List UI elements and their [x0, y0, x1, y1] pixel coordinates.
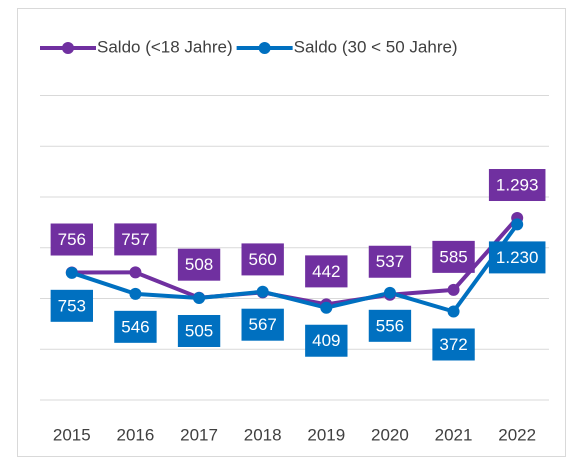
x-tick-label: 2019	[307, 425, 345, 444]
data-label-box	[305, 255, 348, 288]
x-tick-label: 2016	[117, 425, 155, 444]
legend-marker	[258, 42, 271, 54]
data-label: 757	[114, 223, 157, 256]
point	[320, 301, 333, 314]
data-label-text: 556	[376, 316, 404, 335]
data-label-text: 409	[312, 331, 340, 350]
data-label: 753	[50, 289, 93, 322]
data-label-box	[50, 223, 93, 256]
point	[447, 283, 460, 296]
data-label: 537	[368, 245, 412, 278]
legend-label: Saldo (30 < 50 Jahre)	[294, 37, 458, 56]
x-tick-label: 2018	[244, 425, 282, 444]
x-tick-label: 2017	[180, 425, 218, 444]
data-label-text: 372	[439, 335, 467, 354]
data-label: 505	[177, 314, 221, 347]
data-label-box	[432, 328, 475, 361]
data-label-box	[305, 324, 348, 357]
point	[447, 305, 460, 318]
data-label-box	[114, 223, 157, 256]
point	[511, 218, 524, 231]
data-label-text: 756	[58, 230, 86, 249]
data-label: 546	[114, 310, 157, 343]
point	[193, 291, 206, 304]
data-label-box	[488, 241, 546, 274]
data-label-text: 508	[185, 255, 213, 274]
x-tick-label: 2021	[435, 425, 473, 444]
data-label: 560	[241, 243, 284, 276]
data-label-box	[241, 243, 284, 276]
legend-label: Saldo (<18 Jahre)	[97, 37, 233, 56]
data-label-text: 585	[439, 247, 467, 266]
data-label: 508	[177, 248, 221, 281]
data-label-box	[50, 289, 93, 322]
data-label-text: 1.293	[496, 175, 539, 194]
x-tick-label: 2020	[371, 425, 409, 444]
data-label-text: 1.230	[496, 248, 539, 267]
data-label-text: 546	[121, 317, 149, 336]
legend-marker	[62, 42, 74, 54]
data-label-text: 505	[185, 321, 213, 340]
data-label-text: 567	[249, 315, 277, 334]
point	[256, 285, 269, 298]
data-label: 409	[305, 324, 348, 357]
data-label-text: 757	[121, 230, 149, 249]
x-tick-label: 2022	[498, 425, 536, 444]
data-label-text: 442	[312, 262, 340, 281]
chart-frame	[17, 8, 566, 457]
data-label-text: 560	[249, 250, 277, 269]
data-label: 442	[305, 255, 348, 288]
data-label: 372	[432, 328, 475, 361]
point	[129, 266, 142, 279]
point	[383, 286, 396, 299]
data-label: 1.293	[488, 169, 546, 202]
data-label-box	[241, 308, 284, 341]
data-label: 567	[241, 308, 284, 341]
point	[129, 287, 142, 300]
legend-item: Saldo (<18 Jahre)	[40, 37, 233, 56]
data-label-box	[368, 245, 412, 278]
data-label-box	[114, 310, 157, 343]
data-label-text: 537	[376, 252, 404, 271]
series-line	[71, 223, 519, 314]
data-label-box	[368, 309, 412, 342]
data-label: 1.230	[488, 241, 546, 274]
data-label-box	[177, 248, 221, 281]
point	[65, 266, 78, 279]
data-label-box	[488, 169, 546, 202]
data-label-box	[432, 240, 475, 273]
data-label-text: 753	[58, 296, 86, 315]
x-tick-label: 2015	[53, 425, 91, 444]
data-label: 556	[368, 309, 412, 342]
data-label-box	[177, 314, 221, 347]
data-label: 756	[50, 223, 93, 256]
legend-item: Saldo (30 < 50 Jahre)	[236, 37, 458, 56]
data-label: 585	[432, 240, 475, 273]
